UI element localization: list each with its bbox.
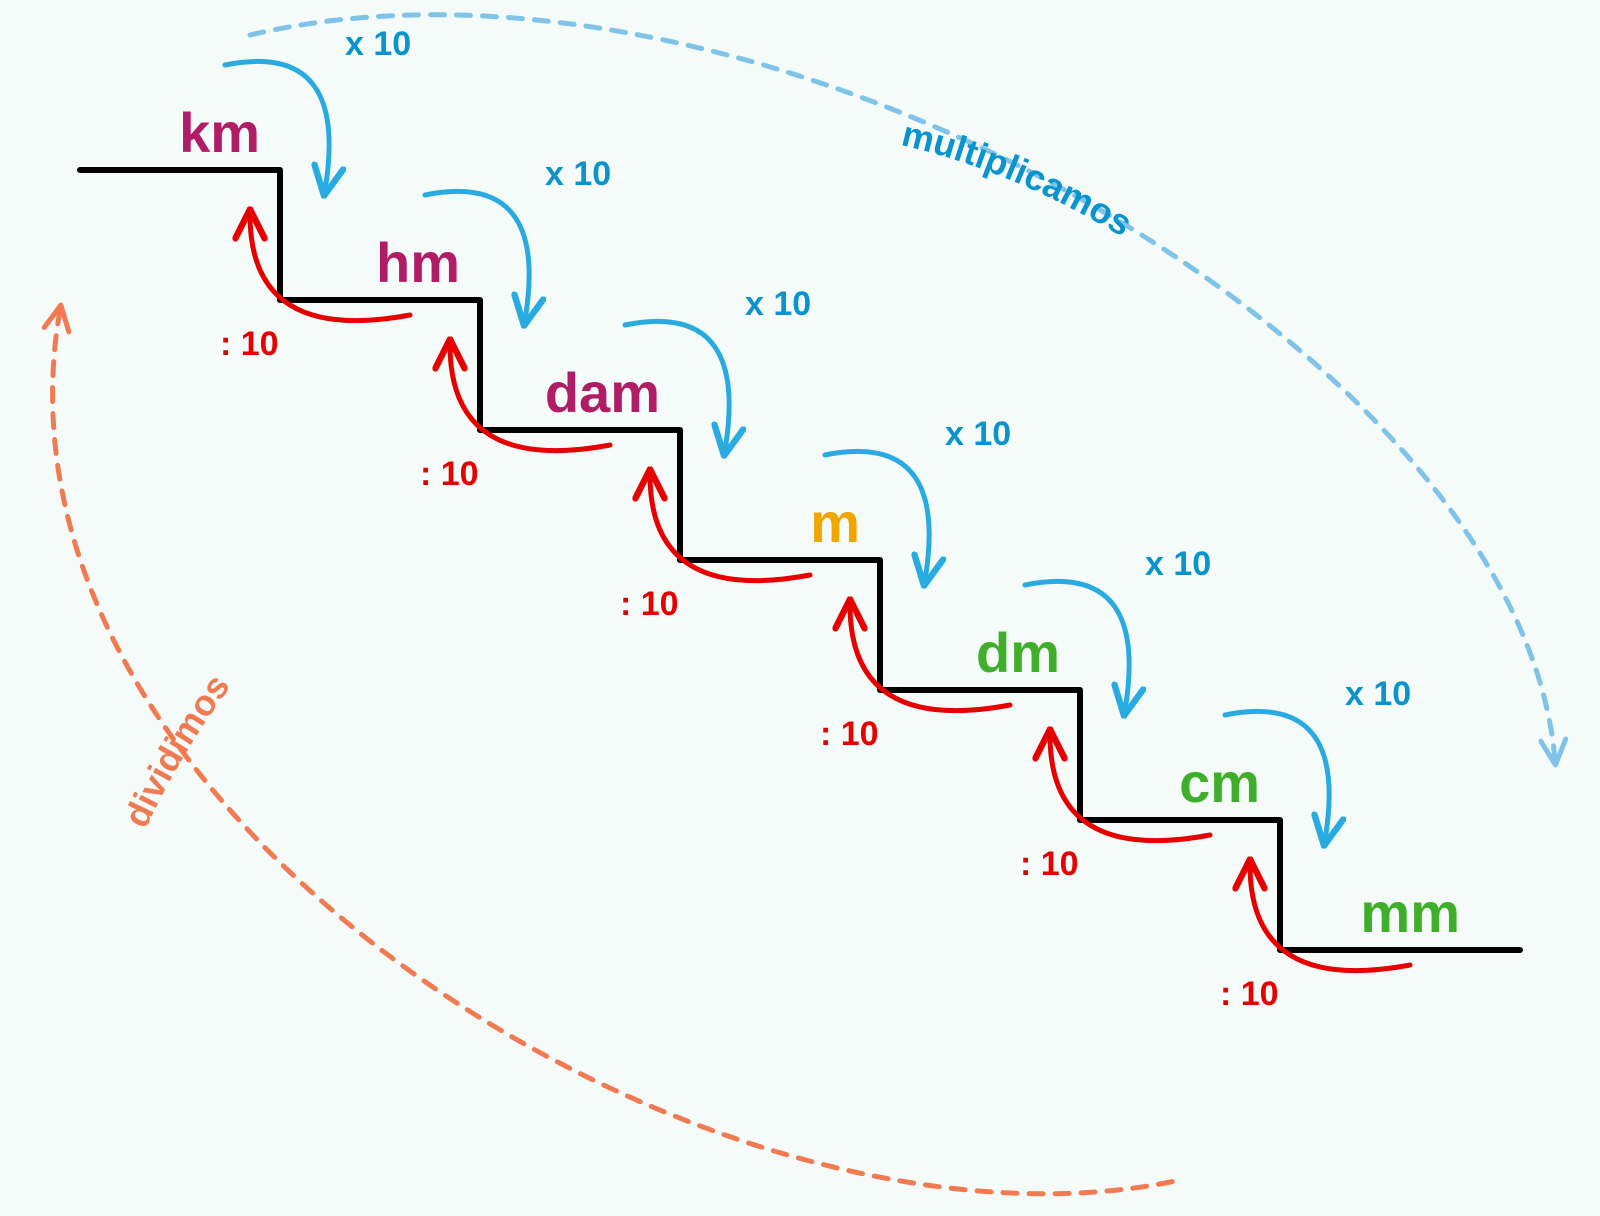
divide-label-3: : 10 <box>820 715 879 753</box>
multiply-label-4: x 10 <box>1145 545 1211 583</box>
divide-arc-label: dividimos <box>115 666 237 833</box>
divide-label-2: : 10 <box>620 585 679 623</box>
unit-km: km <box>179 101 260 164</box>
unit-dam: dam <box>545 361 660 424</box>
unit-m: m <box>810 491 860 554</box>
divide-label-0: : 10 <box>220 325 279 363</box>
multiply-arc <box>250 15 1555 760</box>
unit-cm: cm <box>1179 751 1260 814</box>
divide-label-5: : 10 <box>1220 975 1279 1013</box>
divide-arrow-2 <box>650 475 810 581</box>
multiply-label-1: x 10 <box>545 155 611 193</box>
unit-hm: hm <box>376 231 460 294</box>
unit-mm: mm <box>1360 881 1460 944</box>
multiply-label-2: x 10 <box>745 285 811 323</box>
multiply-label-0: x 10 <box>345 25 411 63</box>
unit-dm: dm <box>976 621 1060 684</box>
divide-label-1: : 10 <box>420 455 479 493</box>
multiply-arc-label: multiplicamos <box>898 113 1139 244</box>
multiply-label-5: x 10 <box>1345 675 1411 713</box>
multiply-label-3: x 10 <box>945 415 1011 453</box>
divide-label-4: : 10 <box>1020 845 1079 883</box>
